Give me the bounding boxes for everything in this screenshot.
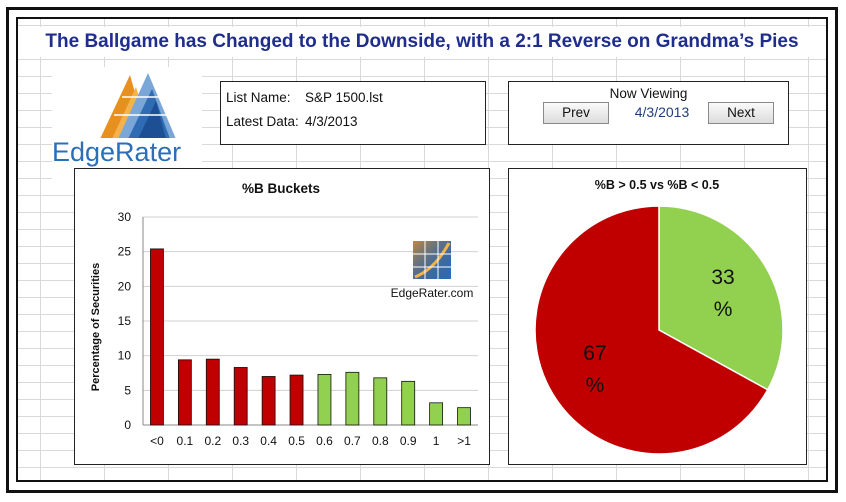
y-tick-label: 15: [118, 314, 132, 328]
x-tick-label: 0.4: [260, 434, 277, 448]
bar: [457, 407, 471, 426]
chart-title: %B Buckets: [242, 181, 320, 196]
bar: [345, 371, 360, 426]
logo-text: EdgeRater: [52, 137, 182, 167]
list-name-label: List Name:: [226, 90, 291, 105]
pie-chart: %B > 0.5 vs %B < 0.5 33% 67%: [534, 178, 784, 455]
x-tick-label: 0.3: [232, 434, 249, 448]
bar: [205, 358, 220, 426]
watermark-text: EdgeRater.com: [391, 286, 474, 300]
now-viewing-panel: Now Viewing Prev 4/3/2013 Next: [508, 81, 789, 145]
bar: [150, 248, 164, 426]
pie-label-unit: %: [586, 374, 605, 397]
bar: [233, 367, 248, 426]
y-tick-label: 10: [118, 349, 132, 363]
y-tick-label: 0: [124, 418, 131, 432]
x-tick-label: 0.7: [344, 434, 361, 448]
dashboard-sheet: The Ballgame has Changed to the Downside…: [16, 17, 828, 482]
x-tick-label: 0.1: [177, 434, 194, 448]
bar: [289, 374, 304, 426]
x-tick-label: <0: [150, 434, 164, 448]
prev-button[interactable]: Prev: [543, 102, 609, 124]
edgerater-logo-icon: [100, 73, 176, 140]
next-button[interactable]: Next: [708, 102, 774, 124]
bar: [429, 402, 444, 426]
pie-label-value: 67: [583, 342, 606, 365]
pie-label-value: 33: [711, 266, 734, 289]
y-tick-label: 30: [118, 210, 132, 224]
y-tick-label: 5: [124, 383, 131, 397]
bar: [261, 376, 276, 426]
x-tick-label: 0.8: [372, 434, 389, 448]
bar: [317, 373, 332, 426]
bar-chart: %B Buckets Percentage of Securities 0510…: [90, 181, 478, 448]
latest-data-label: Latest Data:: [226, 114, 299, 129]
now-viewing-title: Now Viewing: [609, 86, 688, 101]
pie-slice: [534, 205, 769, 455]
pie-chart-panel: %B > 0.5 vs %B < 0.5 33% 67%: [508, 168, 807, 465]
y-axis-label: Percentage of Securities: [90, 263, 102, 391]
viewing-date: 4/3/2013: [634, 104, 690, 120]
list-info-box: List Name: S&P 1500.lst Latest Data: 4/3…: [220, 81, 486, 145]
edgerater-logo: EdgeRater: [52, 67, 202, 179]
latest-data-value: 4/3/2013: [305, 114, 358, 129]
list-name-value: S&P 1500.lst: [305, 90, 383, 105]
bar-chart-panel: %B Buckets Percentage of Securities 0 5 10…: [74, 168, 490, 465]
pie-slice: [658, 205, 784, 391]
page-title: The Ballgame has Changed to the Downside…: [18, 27, 826, 57]
x-tick-label: 0.5: [288, 434, 305, 448]
bar: [401, 380, 416, 426]
outer-frame: [6, 7, 838, 493]
x-tick-label: >1: [457, 434, 471, 448]
pie-title: %B > 0.5 vs %B < 0.5: [595, 178, 719, 192]
x-tick-label: 1: [433, 434, 440, 448]
y-tick-label: 20: [118, 279, 132, 293]
edgerater-watermark: EdgeRater.com: [391, 241, 474, 300]
bar: [373, 377, 388, 426]
bar: [177, 359, 192, 426]
x-tick-label: 0.6: [316, 434, 333, 448]
x-tick-label: 0.9: [400, 434, 417, 448]
pie-label-unit: %: [714, 298, 733, 321]
y-tick-label: 25: [118, 245, 132, 259]
x-tick-label: 0.2: [204, 434, 221, 448]
watermark-logo-icon: [413, 241, 451, 279]
